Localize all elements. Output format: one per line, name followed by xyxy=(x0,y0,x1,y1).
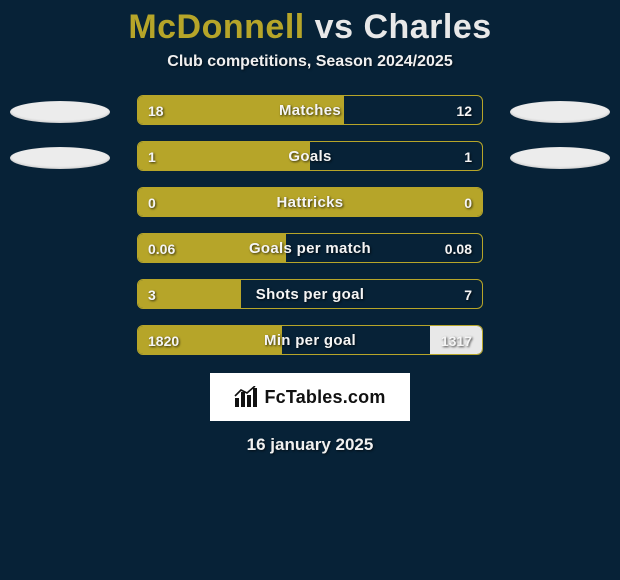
stat-label: Min per goal xyxy=(138,326,482,355)
vs-text: vs xyxy=(315,8,354,46)
stat-label: Shots per goal xyxy=(138,280,482,309)
player2-pad xyxy=(510,147,610,169)
stat-bar: 1812Matches xyxy=(137,95,483,125)
stat-label: Goals xyxy=(138,142,482,171)
subtitle: Club competitions, Season 2024/2025 xyxy=(0,53,620,71)
player1-pad xyxy=(10,147,110,169)
stat-label: Goals per match xyxy=(138,234,482,263)
stat-bar: 18201317Min per goal xyxy=(137,325,483,355)
stats-container: 1812Matches 11Goals 00Hattricks 0.060.08Goa… xyxy=(0,95,620,359)
stat-row: 0.060.08Goals per match xyxy=(0,233,620,267)
player2-pad xyxy=(510,101,610,123)
stat-label: Hattricks xyxy=(138,188,482,217)
player1-pad xyxy=(10,101,110,123)
logo-text: FcTables.com xyxy=(264,387,385,408)
date-text: 16 january 2025 xyxy=(0,435,620,455)
stat-row: 1812Matches xyxy=(0,95,620,129)
player2-name: Charles xyxy=(363,8,491,46)
stat-bar: 00Hattricks xyxy=(137,187,483,217)
player1-name: McDonnell xyxy=(128,8,304,46)
stat-row: 37Shots per goal xyxy=(0,279,620,313)
comparison-title: McDonnell vs Charles xyxy=(0,0,620,53)
stat-bar: 11Goals xyxy=(137,141,483,171)
stat-bar: 37Shots per goal xyxy=(137,279,483,309)
fctables-logo: FcTables.com xyxy=(210,373,410,421)
stat-row: 00Hattricks xyxy=(0,187,620,221)
chart-bars-icon xyxy=(234,386,260,408)
stat-bar: 0.060.08Goals per match xyxy=(137,233,483,263)
stat-row: 18201317Min per goal xyxy=(0,325,620,359)
stat-label: Matches xyxy=(138,96,482,125)
stat-row: 11Goals xyxy=(0,141,620,175)
